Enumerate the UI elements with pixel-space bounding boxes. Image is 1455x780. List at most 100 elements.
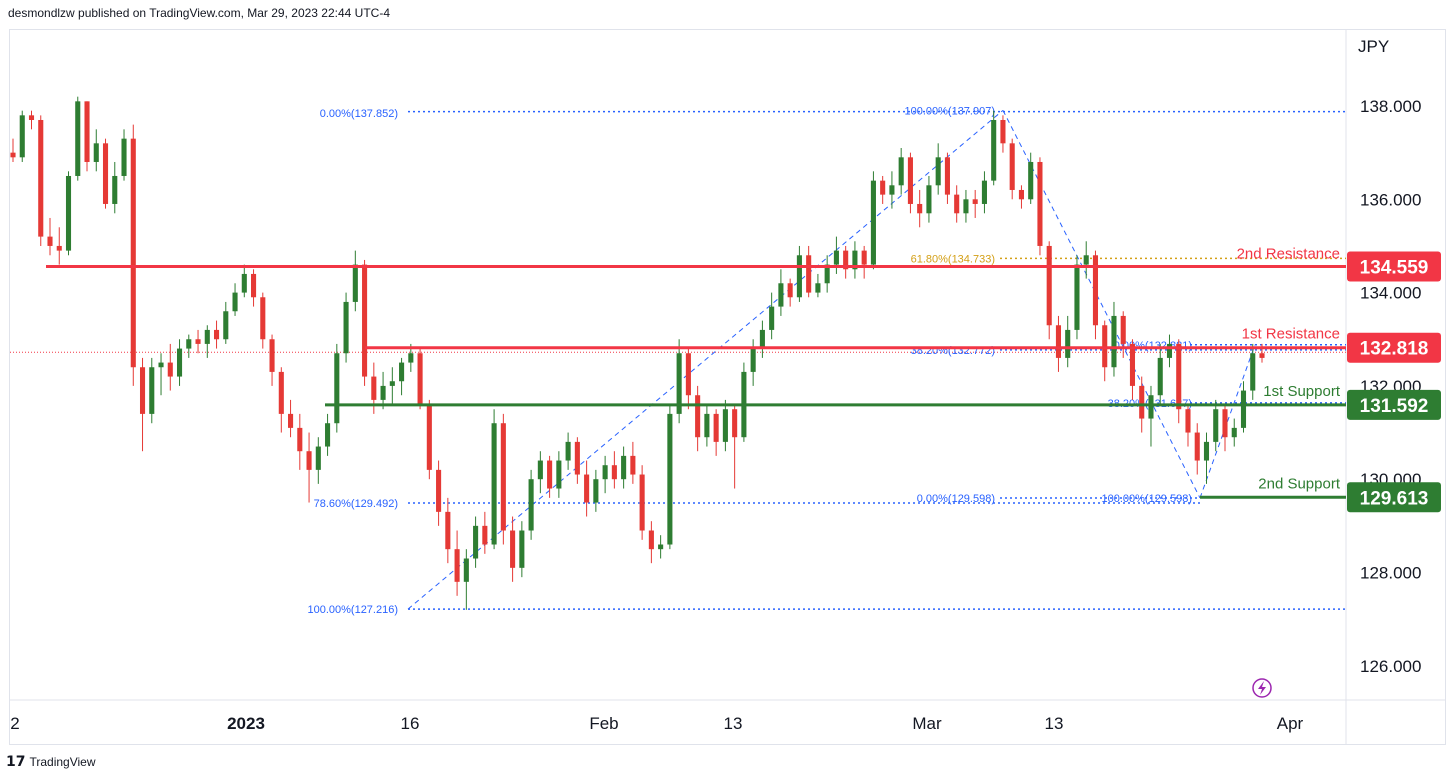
candle-body bbox=[676, 353, 682, 414]
candle-body bbox=[454, 549, 460, 582]
level-name-label: 2nd Resistance bbox=[1237, 246, 1340, 263]
candle-body bbox=[1018, 189, 1024, 200]
candle-body bbox=[232, 292, 238, 312]
candle-body bbox=[621, 455, 627, 480]
candle-body bbox=[602, 465, 608, 480]
brand-label: TradingView bbox=[29, 754, 96, 769]
candle-body bbox=[223, 311, 229, 340]
lightning-icon[interactable] bbox=[1252, 678, 1272, 698]
candle-body bbox=[112, 175, 118, 204]
candle-body bbox=[630, 455, 636, 475]
candle-body bbox=[917, 203, 923, 214]
candle-body bbox=[593, 479, 599, 503]
candle-body bbox=[972, 199, 978, 204]
candle-body bbox=[935, 157, 941, 186]
candle-body bbox=[195, 339, 201, 344]
date-tick-label: 13 bbox=[1045, 714, 1064, 733]
candle-body bbox=[1222, 409, 1228, 438]
date-tick-label: 2 bbox=[10, 714, 19, 733]
date-tick-label: Mar bbox=[912, 714, 942, 733]
candle-body bbox=[1065, 329, 1071, 358]
candle-body bbox=[778, 283, 784, 307]
candle-body bbox=[251, 273, 257, 298]
candle-body bbox=[297, 427, 303, 452]
candle-body bbox=[130, 138, 136, 368]
candle-body bbox=[713, 413, 719, 442]
fib-label: 100.00%(127.216) bbox=[307, 604, 398, 616]
candle-body bbox=[1028, 161, 1034, 200]
candle-body bbox=[343, 301, 349, 354]
candle-body bbox=[1185, 409, 1191, 433]
candle-body bbox=[611, 465, 617, 480]
candle-body bbox=[186, 339, 192, 349]
candle-body bbox=[954, 194, 960, 214]
candle-body bbox=[1157, 357, 1163, 396]
candle-body bbox=[102, 143, 109, 204]
candle-body bbox=[547, 460, 553, 489]
date-tick-label: 16 bbox=[401, 714, 420, 733]
currency-label: JPY bbox=[1358, 37, 1389, 56]
candle-body bbox=[1037, 161, 1043, 246]
date-tick-label: Apr bbox=[1277, 714, 1304, 733]
candle-body bbox=[898, 157, 904, 186]
candle-body bbox=[695, 395, 701, 438]
price-tag-label: 134.559 bbox=[1360, 258, 1429, 279]
candle-body bbox=[334, 353, 340, 424]
candle-body bbox=[667, 413, 673, 545]
candle-body bbox=[158, 362, 164, 368]
candle-body bbox=[1139, 385, 1145, 419]
candle-body bbox=[1046, 245, 1052, 326]
candle-body bbox=[306, 451, 312, 470]
candle-body bbox=[732, 409, 738, 438]
tradingview-logo-icon: 𝟭𝟳 bbox=[6, 753, 26, 769]
fib-label: 0.00%(137.852) bbox=[320, 108, 398, 120]
candle-body bbox=[1111, 315, 1117, 368]
price-tag bbox=[1347, 389, 1441, 420]
price-tag-label: 129.613 bbox=[1360, 488, 1429, 509]
candle-body bbox=[10, 152, 16, 158]
candle-body bbox=[769, 306, 775, 330]
candle-body bbox=[556, 460, 562, 489]
price-tag-label: 132.818 bbox=[1360, 339, 1429, 360]
price-tag bbox=[1347, 251, 1441, 282]
candle-body bbox=[463, 558, 469, 582]
candle-body bbox=[176, 348, 183, 377]
candle-body bbox=[269, 339, 275, 372]
candle-body bbox=[139, 367, 146, 414]
price-tick-label: 128.000 bbox=[1360, 564, 1421, 583]
candle-body bbox=[833, 250, 839, 265]
candle-body bbox=[38, 119, 44, 237]
candle-body bbox=[84, 101, 90, 162]
candle-body bbox=[519, 530, 525, 568]
candle-body bbox=[260, 297, 266, 340]
candle-body bbox=[399, 362, 405, 382]
candle-body bbox=[389, 381, 395, 386]
candle-body bbox=[93, 143, 99, 162]
candle-body bbox=[991, 119, 997, 181]
candle-body bbox=[944, 157, 950, 195]
candle-body bbox=[1148, 395, 1154, 419]
candle-body bbox=[1092, 255, 1099, 326]
date-tick-label: Feb bbox=[589, 714, 618, 733]
candle-body bbox=[1129, 343, 1136, 386]
level-name-label: 2nd Support bbox=[1258, 475, 1341, 492]
candle-body bbox=[371, 376, 377, 400]
candle-body bbox=[56, 245, 62, 251]
candle-body bbox=[1194, 432, 1200, 461]
candle-body bbox=[1213, 409, 1219, 442]
candle-body bbox=[1083, 255, 1089, 265]
candle-body bbox=[528, 479, 534, 531]
candle-body bbox=[75, 101, 81, 176]
date-tick-label: 13 bbox=[724, 714, 743, 733]
candle-body bbox=[426, 404, 432, 470]
candle-body bbox=[473, 525, 479, 559]
candle-body bbox=[1250, 353, 1256, 391]
candle-body bbox=[204, 329, 210, 344]
candle-body bbox=[1231, 427, 1237, 438]
lightning-bolt-icon bbox=[1258, 681, 1266, 695]
footer-brand[interactable]: 𝟭𝟳 TradingView bbox=[6, 753, 96, 770]
candle-body bbox=[648, 530, 654, 550]
chart-frame bbox=[9, 29, 1446, 745]
candle-body bbox=[278, 371, 284, 414]
